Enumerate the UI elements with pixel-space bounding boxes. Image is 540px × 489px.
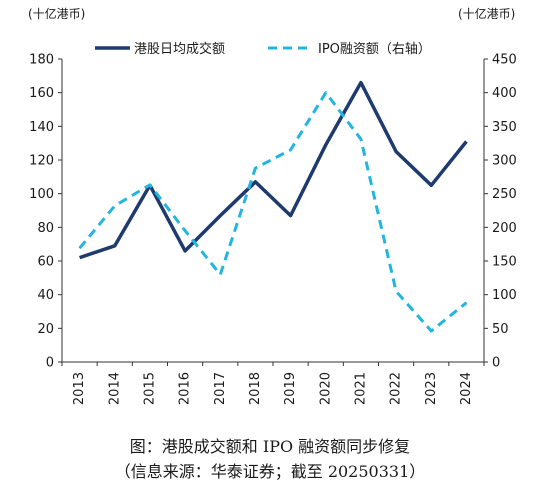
x-tick-label: 2018 xyxy=(248,372,263,405)
left-tick-label: 20 xyxy=(37,322,54,337)
series-layer xyxy=(78,80,468,333)
x-tick-label: 2013 xyxy=(72,372,87,405)
right-tick-label: 250 xyxy=(492,187,517,202)
figure-source: （信息来源：华泰证券；截至 20250331） xyxy=(114,462,426,481)
right-tick-label: 400 xyxy=(492,86,517,101)
figure-caption: 图：港股成交额和 IPO 融资额同步修复 xyxy=(129,437,411,456)
x-tick-label: 2019 xyxy=(283,372,298,405)
right-tick-label: 0 xyxy=(492,356,500,371)
legend: 港股日均成交额 IPO融资额（右轴） xyxy=(95,41,431,57)
right-tick-label: 50 xyxy=(492,322,509,337)
left-tick-label: 40 xyxy=(37,288,54,303)
series-line-turnover xyxy=(79,80,468,260)
legend-label-turnover: 港股日均成交额 xyxy=(134,41,225,57)
left-tick-label: 60 xyxy=(37,255,54,270)
left-tick-label: 180 xyxy=(29,53,54,68)
x-tick-label: 2023 xyxy=(424,372,439,405)
axes xyxy=(61,59,485,363)
left-tick-label: 160 xyxy=(29,86,54,101)
x-tick-label: 2024 xyxy=(459,372,474,405)
right-axis-ticks: 0 50 100 150 200 250 300 350 400 450 xyxy=(484,53,517,371)
left-tick-label: 120 xyxy=(29,154,54,169)
left-axis-ticks: 0 20 40 60 80 100 120 140 160 180 xyxy=(29,53,62,371)
right-tick-label: 200 xyxy=(492,221,517,236)
right-tick-label: 350 xyxy=(492,120,517,135)
left-tick-label: 0 xyxy=(46,356,54,371)
legend-label-ipo: IPO融资额（右轴） xyxy=(318,42,431,57)
x-tick-label: 2022 xyxy=(389,372,404,405)
right-tick-label: 150 xyxy=(492,255,517,270)
x-tick-label: 2017 xyxy=(213,372,228,405)
chart: (十亿港币) (十亿港币) 港股日均成交额 IPO融资额（右轴） 0 20 40 60… xyxy=(28,6,517,405)
series-line-ipo xyxy=(78,91,468,333)
left-axis-unit-label: (十亿港币) xyxy=(28,6,85,21)
left-tick-label: 100 xyxy=(29,187,54,202)
x-tick-label: 2016 xyxy=(178,372,193,405)
right-tick-label: 450 xyxy=(492,53,517,68)
left-tick-label: 140 xyxy=(29,120,54,135)
x-tick-label: 2014 xyxy=(107,372,122,405)
right-tick-label: 100 xyxy=(492,288,517,303)
right-axis-unit-label: (十亿港币) xyxy=(458,6,515,21)
left-tick-label: 80 xyxy=(37,221,54,236)
x-tick-label: 2020 xyxy=(318,372,333,405)
x-axis-ticks: 2013 2014 2015 2016 2017 2018 2019 2020 2021 2022… xyxy=(61,362,485,405)
x-tick-label: 2015 xyxy=(142,372,157,405)
x-tick-label: 2021 xyxy=(353,372,368,405)
right-tick-label: 300 xyxy=(492,154,517,169)
